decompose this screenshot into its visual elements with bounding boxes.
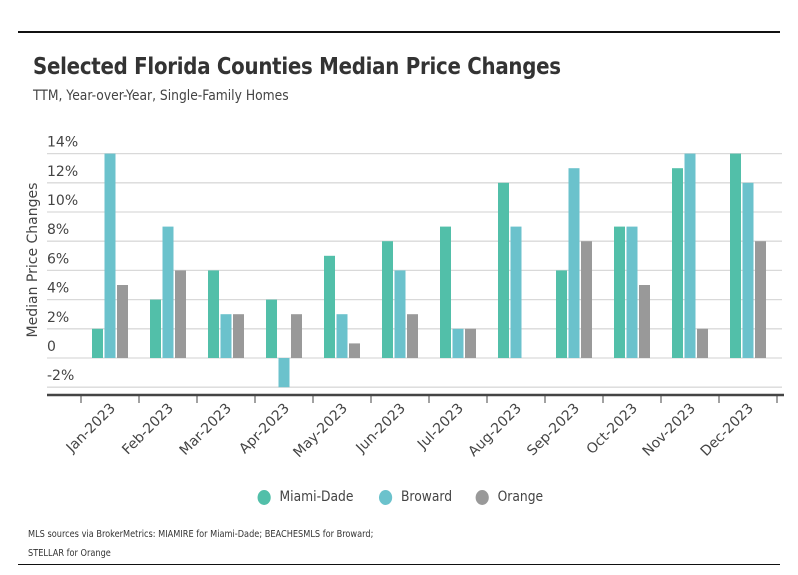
bar-orange-jun-2023	[407, 314, 418, 358]
x-tick-label: Nov-2023	[640, 401, 699, 460]
bar-broward-may-2023	[336, 314, 348, 358]
legend-swatch-orange	[475, 489, 489, 505]
bar-miami-dade-aug-2023	[498, 182, 509, 358]
bar-miami-dade-jan-2023	[92, 328, 103, 358]
bar-orange-may-2023	[349, 343, 360, 358]
y-axis-ticks: -2% 0 2% 4% 6% 8% 10% 12% 14%	[47, 135, 78, 385]
bars	[92, 153, 766, 388]
x-tick-label: May-2023	[290, 401, 350, 461]
legend-swatch-miami-dade	[257, 489, 271, 505]
y-tick-label: 12%	[47, 164, 78, 180]
legend-item-orange: Orange	[475, 489, 543, 505]
chart-subtitle: TTM, Year-over-Year, Single-Family Homes	[33, 88, 289, 104]
bar-broward-apr-2023	[278, 358, 290, 388]
bar-miami-dade-jul-2023	[440, 226, 451, 358]
x-tick-label: Mar-2023	[177, 401, 235, 459]
x-tick-label: Jan-2023	[63, 401, 119, 457]
legend: Miami-Dade Broward Orange	[0, 489, 798, 505]
bar-broward-dec-2023	[742, 182, 754, 358]
y-tick-label: 8%	[47, 222, 69, 238]
legend-item-miami-dade: Miami-Dade	[257, 489, 353, 505]
bar-broward-feb-2023	[162, 226, 174, 358]
legend-label-miami-dade: Miami-Dade	[279, 489, 354, 505]
bar-orange-sep-2023	[581, 241, 592, 358]
bar-broward-aug-2023	[510, 226, 522, 358]
bottom-rule	[18, 564, 780, 565]
source-line-2: STELLAR for Orange	[28, 548, 111, 559]
y-tick-label: 10%	[47, 193, 78, 209]
bar-miami-dade-feb-2023	[150, 299, 161, 358]
bar-broward-jul-2023	[452, 328, 464, 358]
bar-miami-dade-nov-2023	[672, 168, 683, 358]
bar-broward-mar-2023	[220, 314, 232, 358]
y-tick-label: 14%	[47, 135, 78, 151]
bar-orange-nov-2023	[697, 328, 708, 358]
bar-miami-dade-may-2023	[324, 255, 335, 358]
bar-orange-jan-2023	[117, 285, 128, 358]
bar-miami-dade-sep-2023	[556, 270, 567, 358]
bar-orange-apr-2023	[291, 314, 302, 358]
bar-chart: -2% 0 2% 4% 6% 8% 10% 12% 14% Median Price Chang…	[25, 135, 784, 461]
y-tick-label: 6%	[47, 251, 69, 267]
x-tick-label: Jun-2023	[353, 401, 409, 457]
bar-miami-dade-dec-2023	[730, 153, 741, 358]
y-tick-label: -2%	[47, 368, 74, 384]
x-tick-label: Feb-2023	[119, 401, 177, 459]
y-axis-title: Median Price Changes	[25, 183, 41, 338]
chart-title: Selected Florida Counties Median Price C…	[33, 54, 561, 80]
x-tick-label: Aug-2023	[465, 401, 524, 460]
x-tick-label: Oct-2023	[584, 401, 641, 458]
bar-orange-mar-2023	[233, 314, 244, 358]
bar-miami-dade-mar-2023	[208, 270, 219, 358]
legend-label-orange: Orange	[497, 489, 543, 505]
x-tick-label: Sep-2023	[524, 401, 583, 460]
source-note: MLS sources via BrokerMetrics: MIAMIRE f…	[28, 525, 373, 563]
x-axis: Jan-2023 Feb-2023 Mar-2023 Apr-2023May-2023…	[47, 393, 784, 461]
bar-orange-oct-2023	[639, 285, 650, 358]
x-tick-label: Jul-2023	[414, 401, 467, 454]
bar-broward-nov-2023	[684, 153, 696, 358]
bar-miami-dade-oct-2023	[614, 226, 625, 358]
source-line-1: MLS sources via BrokerMetrics: MIAMIRE f…	[28, 529, 374, 540]
bar-broward-oct-2023	[626, 226, 638, 358]
legend-item-broward: Broward	[378, 489, 452, 505]
legend-swatch-broward	[378, 489, 392, 505]
x-tick-label: Dec-2023	[698, 401, 757, 460]
legend-label-broward: Broward	[400, 489, 452, 505]
top-rule	[18, 31, 780, 33]
y-tick-label: 2%	[47, 310, 69, 326]
bar-miami-dade-jun-2023	[382, 241, 393, 358]
bar-broward-jan-2023	[104, 153, 116, 358]
bar-miami-dade-apr-2023	[266, 299, 277, 358]
bar-broward-jun-2023	[394, 270, 406, 358]
bar-orange-dec-2023	[755, 241, 766, 358]
y-tick-label: 4%	[47, 281, 69, 297]
bar-broward-sep-2023	[568, 168, 580, 358]
y-tick-label: 0	[47, 339, 56, 355]
x-tick-label: Apr-2023	[236, 401, 293, 458]
bar-orange-jul-2023	[465, 328, 476, 358]
bar-orange-feb-2023	[175, 270, 186, 358]
